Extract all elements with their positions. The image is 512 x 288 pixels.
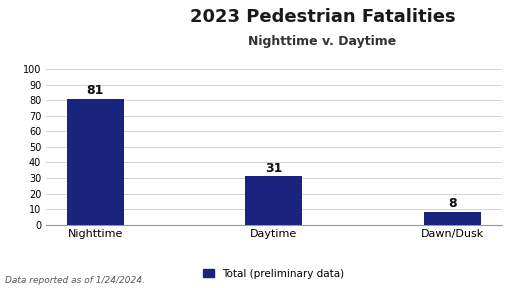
Bar bbox=[245, 177, 303, 225]
Bar bbox=[67, 99, 124, 225]
Text: 81: 81 bbox=[87, 84, 104, 97]
Text: 31: 31 bbox=[265, 162, 283, 175]
Bar bbox=[424, 212, 481, 225]
Text: 2023 Pedestrian Fatalities: 2023 Pedestrian Fatalities bbox=[190, 8, 455, 26]
Text: Nighttime v. Daytime: Nighttime v. Daytime bbox=[248, 35, 397, 48]
Text: 8: 8 bbox=[448, 197, 457, 210]
Legend: Total (preliminary data): Total (preliminary data) bbox=[203, 268, 345, 278]
Text: Data reported as of 1/24/2024.: Data reported as of 1/24/2024. bbox=[5, 276, 145, 285]
